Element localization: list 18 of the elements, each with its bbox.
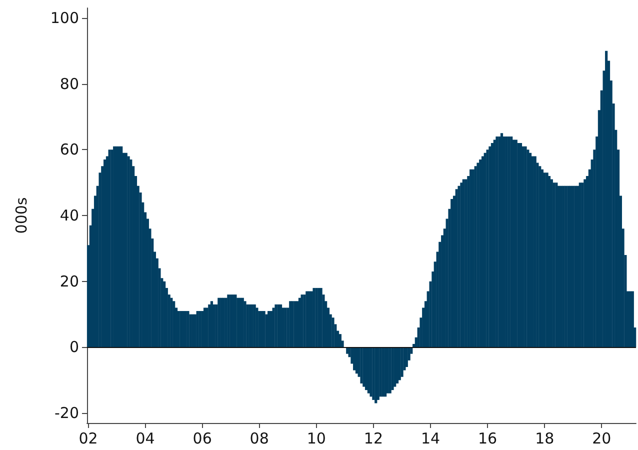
x-tick-label: 10	[306, 430, 326, 448]
y-axis-title: 000s	[12, 197, 30, 234]
x-tick-label: 16	[478, 430, 498, 448]
y-tick-label: 0	[69, 338, 79, 356]
y-tick-label: -20	[54, 404, 79, 422]
x-tick-label: 14	[420, 430, 440, 448]
x-tick-label: 12	[364, 430, 383, 448]
x-tick-label: 02	[78, 430, 98, 448]
x-tick-label: 20	[592, 430, 612, 448]
x-tick-label: 04	[136, 430, 155, 448]
x-tick-label: 08	[250, 430, 269, 448]
y-tick-label: 20	[60, 272, 79, 290]
y-tick-label: 80	[60, 74, 79, 93]
y-tick-label: 40	[60, 206, 79, 224]
x-tick-label: 06	[192, 430, 212, 448]
y-tick-label: 60	[60, 140, 79, 159]
x-tick-label: 18	[535, 430, 554, 448]
y-tick-label: 100	[50, 8, 79, 27]
